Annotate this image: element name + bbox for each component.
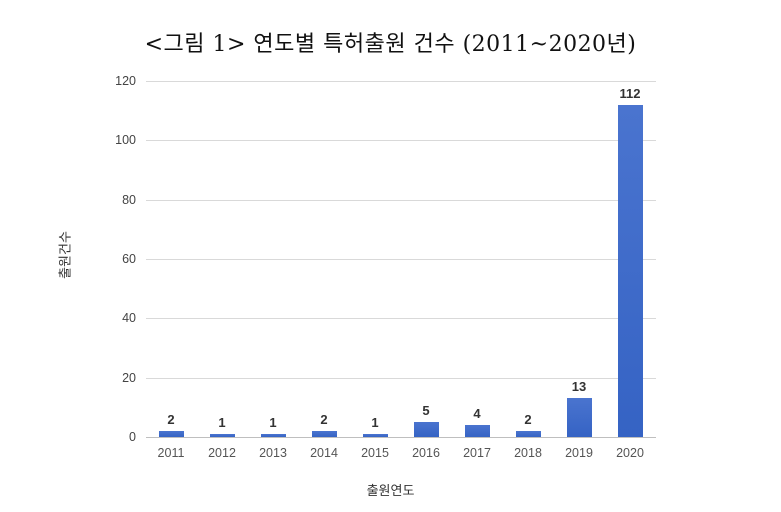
- data-label: 2: [167, 412, 175, 428]
- bar-2017: [464, 425, 490, 437]
- y-tick-label: 20: [122, 370, 136, 385]
- bar-2016: [413, 422, 439, 437]
- gridline: [146, 81, 656, 82]
- chart-title: <그림 1> 연도별 특허출원 건수 (2011~2020년): [144, 32, 637, 57]
- bar-2013: [260, 434, 286, 437]
- bar-2015: [362, 434, 388, 437]
- x-tick-label: 2011: [157, 446, 185, 460]
- bar-2011: [158, 431, 184, 437]
- x-tick-label: 2018: [514, 446, 542, 460]
- gridline: [146, 318, 656, 320]
- data-label: 2: [320, 412, 328, 428]
- y-tick-label: 40: [122, 311, 136, 326]
- x-tick-label: 2016: [412, 446, 440, 460]
- gridline: [146, 377, 656, 379]
- data-label: 4: [473, 406, 481, 422]
- data-label: 13: [571, 379, 587, 395]
- data-label: 1: [371, 415, 379, 431]
- data-label: 1: [218, 415, 226, 431]
- y-tick-label: 100: [115, 133, 136, 148]
- y-tick-label: 60: [122, 252, 136, 266]
- bar-2012: [209, 434, 235, 437]
- x-tick-label: 2020: [616, 446, 644, 460]
- data-label: 112: [619, 85, 641, 101]
- x-tick-label: 2015: [361, 446, 389, 460]
- x-tick-label: 2019: [565, 446, 593, 460]
- bar-2019: [566, 398, 592, 437]
- x-tick-label: 2017: [463, 446, 491, 460]
- x-axis-label: 출원연도: [366, 483, 415, 498]
- bar-2020: [617, 104, 643, 437]
- y-tick-label: 120: [115, 74, 136, 88]
- bar-2014: [311, 431, 337, 437]
- y-tick-label: 80: [122, 192, 136, 207]
- data-label: 1: [269, 415, 277, 431]
- data-label: 5: [422, 403, 430, 419]
- x-tick-label: 2013: [259, 446, 287, 460]
- y-tick-label: 0: [129, 430, 136, 444]
- data-label: 2: [524, 412, 532, 428]
- x-tick-label: 2012: [208, 446, 236, 460]
- x-tick-label: 2014: [310, 446, 338, 460]
- gridline: [146, 199, 656, 201]
- y-axis-label: 출원건수: [57, 231, 73, 279]
- gridline: [146, 437, 656, 438]
- gridline: [146, 140, 656, 142]
- plot-area: 0 20 40 60 80 100 120 2 2011 1 2012 1 2013 2 2014 1 2015…: [115, 74, 656, 460]
- gridline: [146, 259, 656, 260]
- bar-2018: [515, 431, 541, 437]
